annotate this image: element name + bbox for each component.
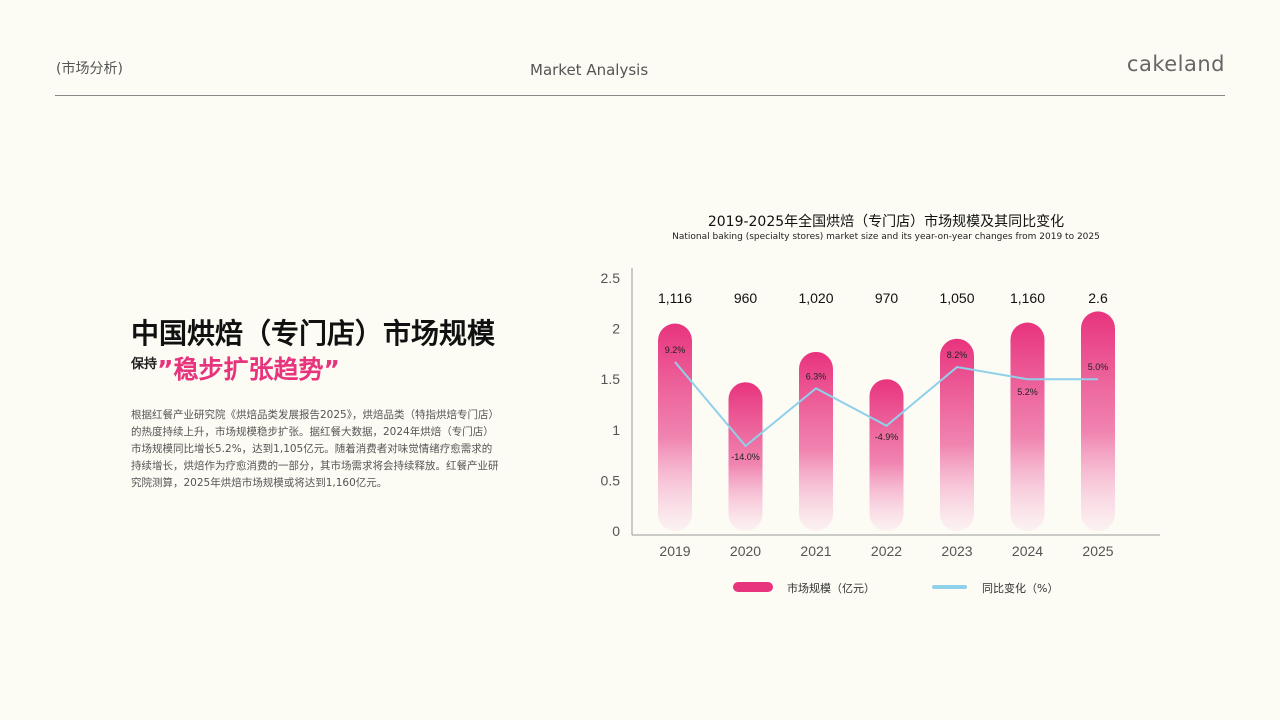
y-tick-label: 2.5 — [601, 270, 621, 286]
bar-market-size — [658, 323, 692, 531]
bar-market-size — [1081, 311, 1115, 531]
brand-logo: cakeland — [1126, 52, 1225, 76]
subheadline-prefix: 保持 — [131, 357, 158, 372]
bar-market-size — [1010, 322, 1045, 531]
bar-value-label: 1,116 — [658, 290, 692, 306]
yoy-value-label: 5.2% — [1017, 387, 1038, 397]
bar-value-label: 970 — [875, 290, 899, 306]
x-tick-label: 2022 — [871, 543, 902, 559]
bar-market-size — [799, 351, 833, 531]
y-tick-label: 1 — [612, 422, 620, 438]
description-paragraph: 根据红餐产业研究院《烘焙品类发展报告2025》，烘焙品类（特指烘焙专门店）的热度… — [131, 409, 499, 489]
yoy-line — [674, 361, 1098, 448]
bar-market-size — [869, 379, 904, 531]
subheadline-emphasis: ”稳步扩张趋势” — [157, 355, 340, 384]
x-tick-label: 2020 — [730, 543, 761, 559]
x-tick-label: 2025 — [1082, 543, 1113, 559]
section-label: (市场分析) — [56, 61, 123, 77]
x-tick-label: 2019 — [659, 543, 690, 559]
chart-title: 2019-2025年全国烘焙（专门店）市场规模及其同比变化 — [707, 214, 1065, 230]
yoy-value-label: 6.3% — [806, 371, 827, 381]
x-tick-label: 2024 — [1012, 543, 1043, 559]
bar-market-size — [728, 382, 763, 531]
subheadline: 保持”稳步扩张趋势” — [131, 350, 340, 386]
bar-value-label: 1,020 — [798, 290, 833, 306]
x-tick-label: 2021 — [800, 543, 831, 559]
legend-label-market-size: 市场规模（亿元） — [787, 582, 875, 595]
legend-swatch-yoy — [932, 585, 967, 589]
legend-label-yoy: 同比变化（%） — [982, 582, 1059, 595]
y-tick-label: 0 — [612, 523, 620, 539]
bar-value-label: 1,160 — [1010, 290, 1045, 306]
header-divider — [55, 95, 1225, 96]
bar-value-label: 2.6 — [1088, 290, 1108, 306]
yoy-value-label: 9.2% — [665, 345, 686, 355]
yoy-value-label: -14.0% — [731, 452, 760, 462]
y-tick-label: 1.5 — [601, 371, 621, 387]
yoy-value-label: -4.9% — [875, 432, 899, 442]
legend-swatch-market-size — [733, 582, 773, 592]
bar-value-label: 960 — [734, 290, 758, 306]
x-tick-label: 2023 — [941, 543, 972, 559]
yoy-value-label: 8.2% — [947, 350, 968, 360]
headline: 中国烘焙（专门店）市场规模 — [131, 317, 496, 350]
bar-market-size — [940, 338, 974, 531]
chart-subtitle: National baking (specialty stores) marke… — [672, 232, 1100, 242]
y-tick-label: 2 — [612, 321, 620, 337]
page-heading: Market Analysis — [530, 61, 649, 79]
bar-value-label: 1,050 — [939, 290, 974, 306]
yoy-value-label: 5.0% — [1088, 362, 1109, 372]
y-tick-label: 0.5 — [601, 472, 621, 488]
